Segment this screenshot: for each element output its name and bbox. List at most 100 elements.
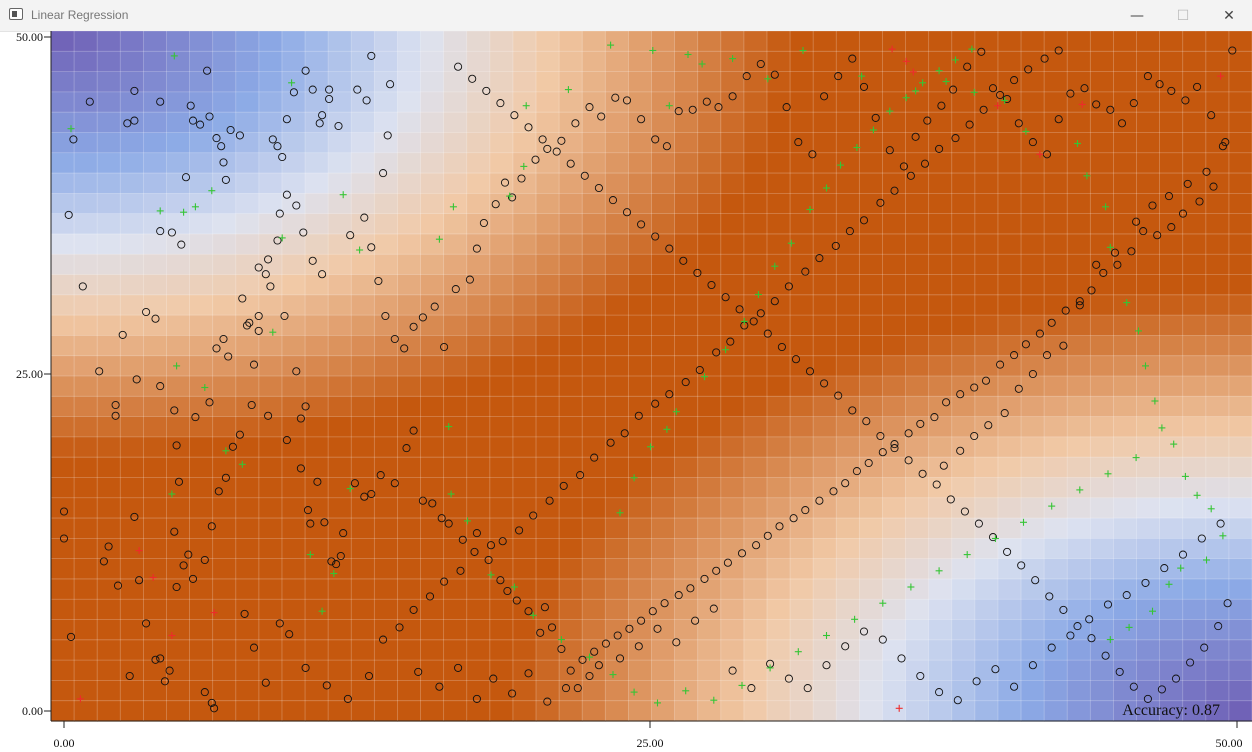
heatmap-cell xyxy=(559,132,583,154)
heatmap-cell xyxy=(512,477,537,499)
data-point-circle xyxy=(205,398,214,407)
heatmap-cell xyxy=(766,639,791,661)
data-point-plus-green xyxy=(952,56,959,64)
data-point-circle xyxy=(156,97,165,106)
data-point-circle xyxy=(679,256,688,265)
heatmap-cell xyxy=(74,416,98,438)
heatmap-cell xyxy=(1067,497,1091,519)
heatmap-cell xyxy=(974,112,999,134)
heatmap-cell xyxy=(328,416,352,438)
data-point-circle xyxy=(196,120,205,129)
heatmap-cell xyxy=(212,680,237,702)
heatmap-cell xyxy=(1067,31,1091,52)
heatmap-cell xyxy=(397,599,422,621)
heatmap-cell xyxy=(743,91,768,113)
heatmap-cell xyxy=(258,294,283,316)
heatmap-cell xyxy=(1136,193,1161,215)
heatmap-cell xyxy=(720,193,745,215)
heatmap-cell xyxy=(1067,538,1091,560)
heatmap-cell xyxy=(120,213,144,235)
heatmap-cell xyxy=(420,233,445,255)
heatmap-cell xyxy=(1228,315,1252,337)
grid-lines xyxy=(50,31,1252,722)
data-point-circle xyxy=(245,318,254,327)
heatmap-cell xyxy=(166,315,191,337)
heatmap-cell xyxy=(813,274,837,296)
data-point-plus-green xyxy=(968,45,976,53)
heatmap-cell xyxy=(905,193,930,215)
heatmap-cell xyxy=(766,355,791,377)
heatmap-cell xyxy=(1021,173,1045,194)
heatmap-cell xyxy=(859,274,884,296)
heatmap-cell xyxy=(166,254,191,276)
heatmap-cell xyxy=(1044,152,1068,174)
heatmap-cell xyxy=(859,294,884,316)
heatmap-cell xyxy=(1090,233,1115,255)
heatmap-cell xyxy=(674,639,699,661)
heatmap-cell xyxy=(235,152,260,174)
data-point-plus-green xyxy=(837,161,844,169)
heatmap-cell xyxy=(466,538,491,560)
heatmap-cell xyxy=(351,193,375,215)
heatmap-cell xyxy=(512,497,537,519)
heatmap-cell xyxy=(1182,538,1207,560)
heatmap-cell xyxy=(1090,173,1115,194)
heatmap-cell xyxy=(512,660,537,682)
heatmap-cell xyxy=(974,274,999,296)
heatmap-cell xyxy=(1205,31,1230,52)
heatmap-cell xyxy=(651,518,676,539)
heatmap-cell xyxy=(97,51,121,73)
heatmap-cell xyxy=(836,497,860,519)
heatmap-cell xyxy=(974,31,999,52)
heatmap-cell xyxy=(1182,436,1207,458)
heatmap-cell xyxy=(1182,152,1207,174)
heatmap-cell xyxy=(143,639,168,661)
heatmap-cell xyxy=(905,497,930,519)
data-point-circle xyxy=(261,678,270,687)
heatmap-cell xyxy=(281,416,306,438)
data-point-circle xyxy=(123,119,132,128)
heatmap-cell xyxy=(651,538,676,560)
data-point-circle xyxy=(782,103,791,112)
heatmap-cell xyxy=(351,71,375,93)
heatmap-cell xyxy=(120,396,144,418)
maximize-button[interactable]: ☐ xyxy=(1176,7,1190,24)
heatmap-cell xyxy=(512,315,537,337)
minimize-button[interactable]: — xyxy=(1130,7,1144,24)
heatmap-cell xyxy=(605,132,630,154)
heatmap-cell xyxy=(928,436,953,458)
heatmap-cell xyxy=(1159,599,1184,621)
close-button[interactable]: ✕ xyxy=(1223,7,1235,24)
heatmap-cell xyxy=(1021,477,1045,499)
data-point-plus-green xyxy=(1001,96,1009,104)
heatmap-cell xyxy=(1228,254,1252,276)
heatmap-cell xyxy=(51,599,75,621)
heatmap-cell xyxy=(766,619,791,641)
heatmap-cell xyxy=(235,599,260,621)
data-point-circle xyxy=(996,360,1005,369)
data-point-circle xyxy=(489,674,498,683)
data-point-circle xyxy=(801,267,810,276)
heatmap-cell xyxy=(697,71,722,93)
heatmap-cell xyxy=(120,173,144,194)
data-point-circle xyxy=(805,367,815,376)
heatmap-cell xyxy=(674,416,699,438)
heatmap-cell xyxy=(536,619,560,641)
heatmap-cell xyxy=(697,376,722,397)
heatmap-cell xyxy=(1044,518,1068,539)
heatmap-cell xyxy=(189,112,214,134)
heatmap-cell xyxy=(882,538,907,560)
heatmap-cell xyxy=(582,376,606,397)
heatmap-cell xyxy=(743,700,768,722)
heatmap-cell xyxy=(582,578,606,600)
data-point-circle xyxy=(590,453,599,462)
heatmap-cell xyxy=(766,213,791,235)
heatmap-cell xyxy=(189,538,214,560)
heatmap-cell xyxy=(743,355,768,377)
heatmap-cell xyxy=(374,578,399,600)
heatmap-cell xyxy=(1067,213,1091,235)
heatmap-cell xyxy=(836,51,860,73)
heatmap-cell xyxy=(51,294,75,316)
heatmap-cell xyxy=(836,294,860,316)
heatmap-cell xyxy=(120,436,144,458)
